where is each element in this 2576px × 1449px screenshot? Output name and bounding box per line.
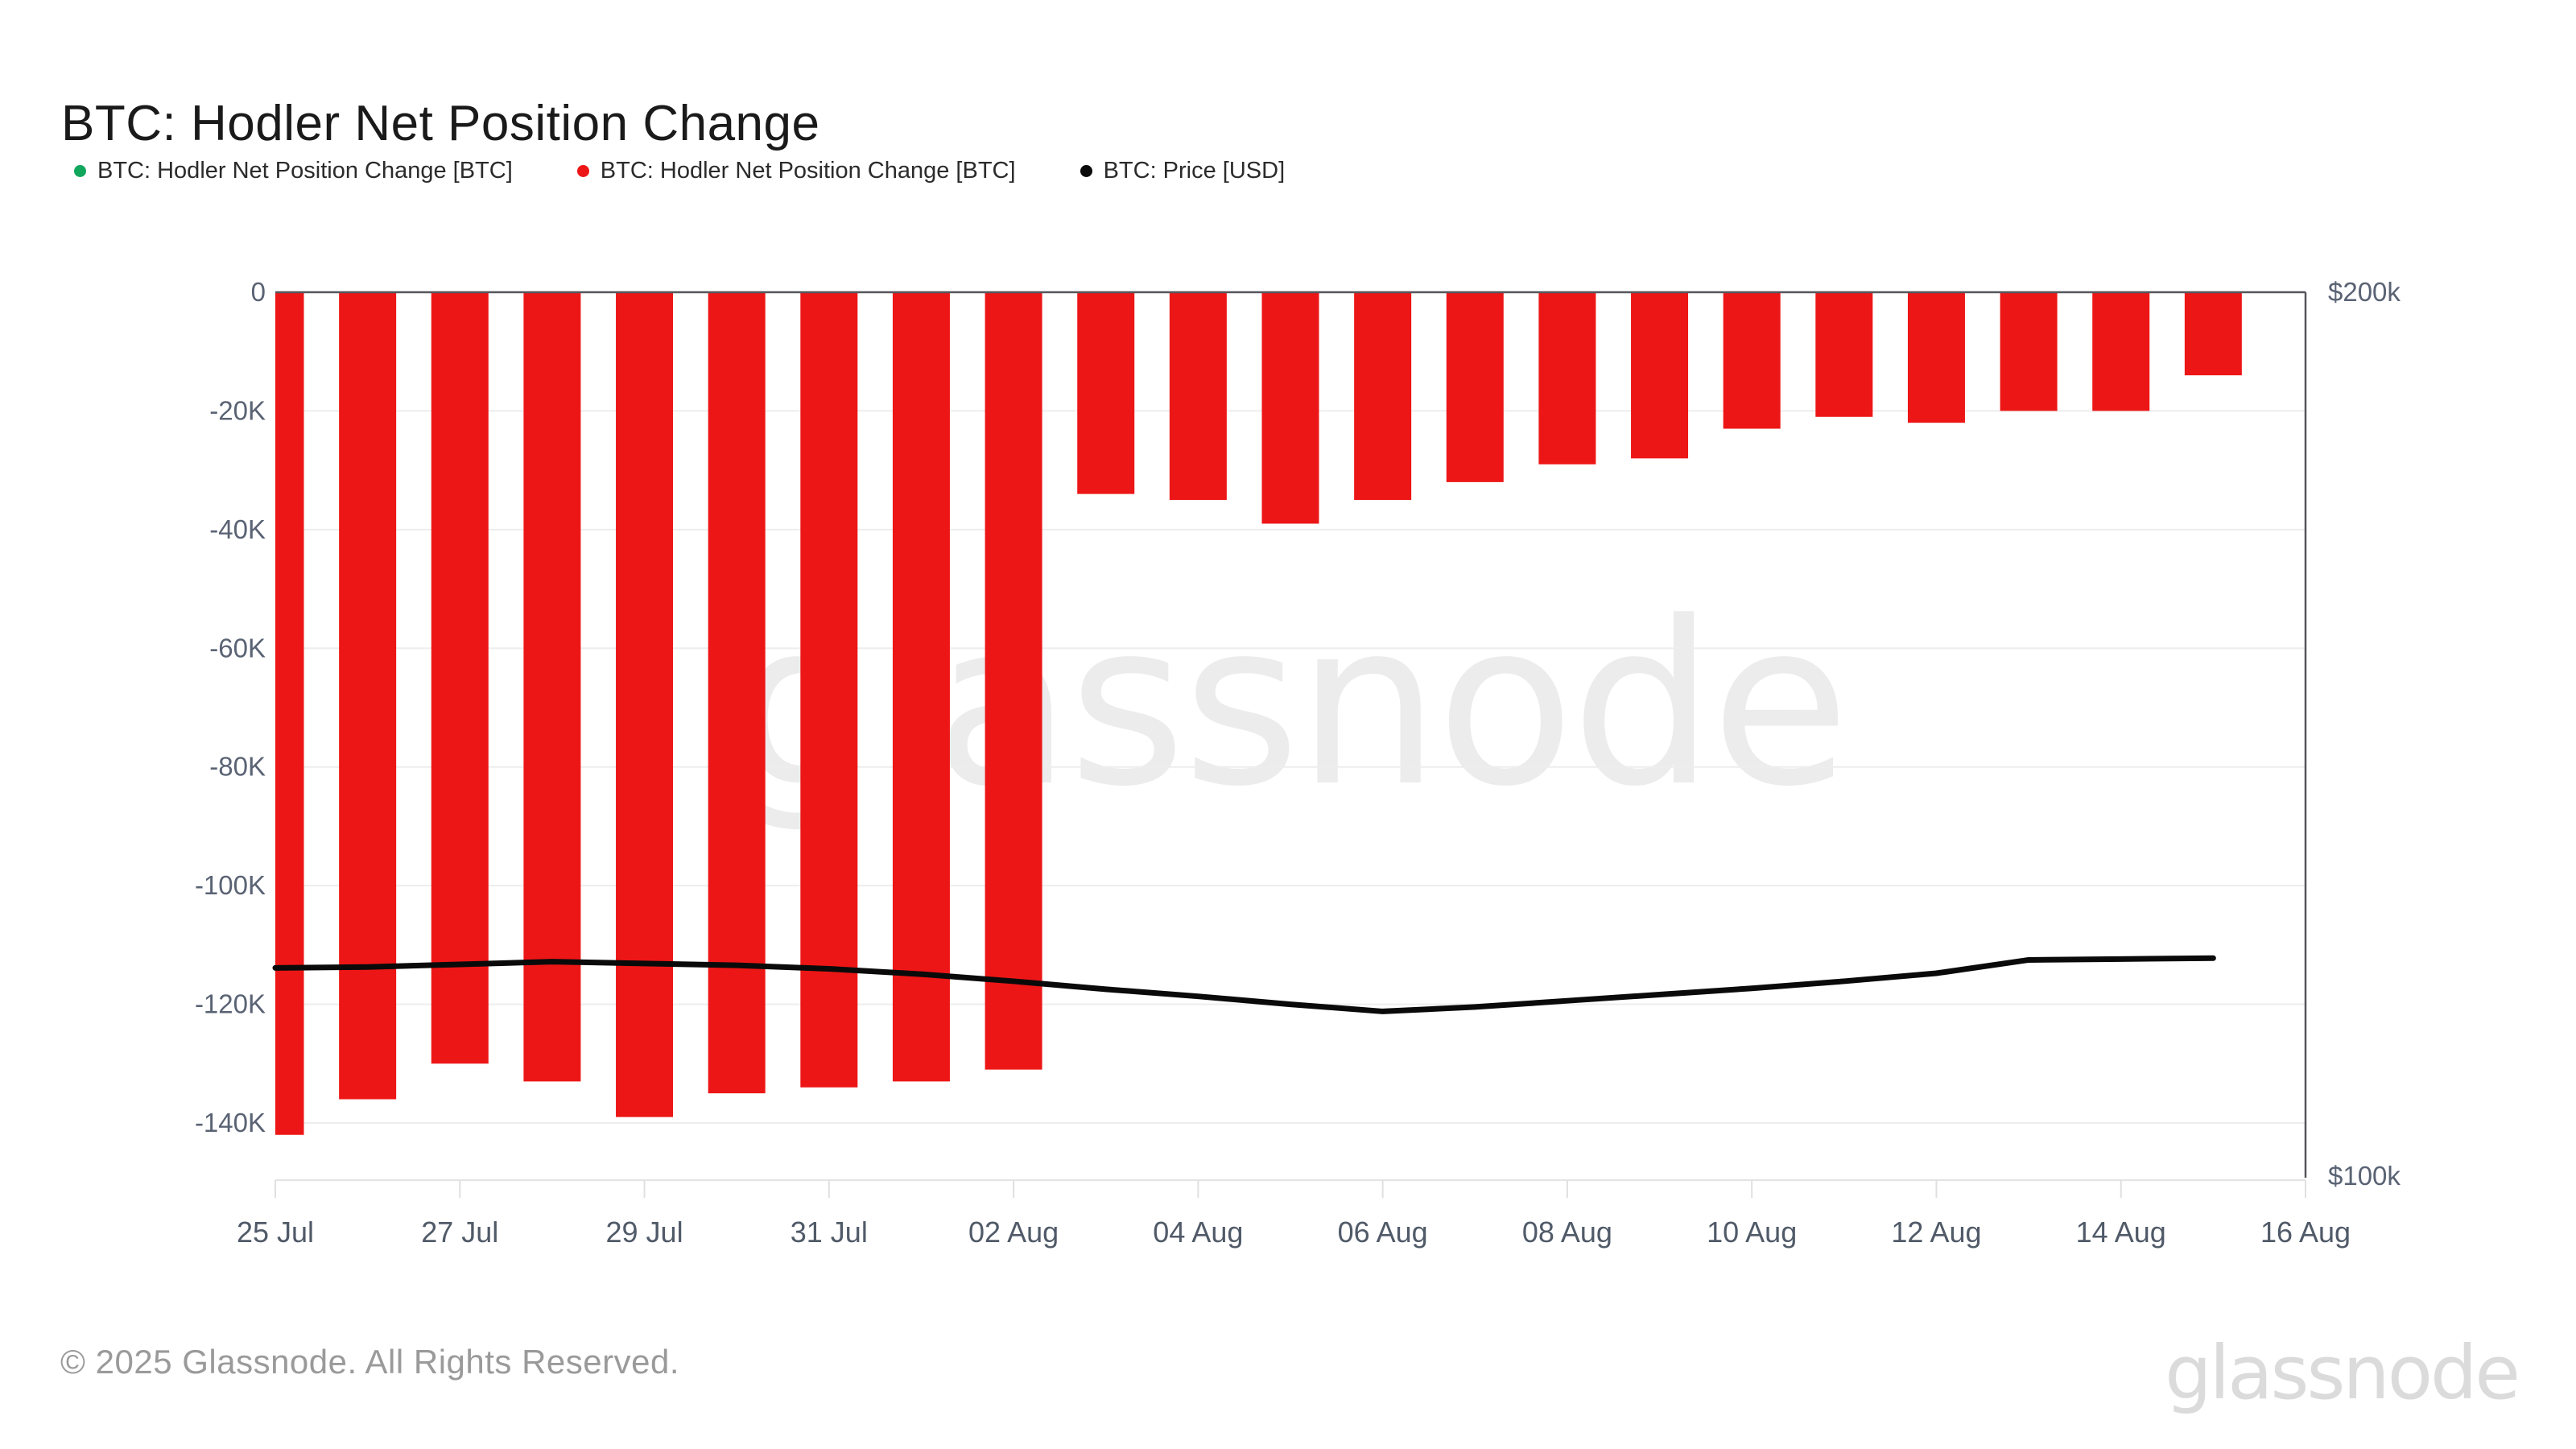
x-axis-tick-label: 06 Aug xyxy=(1338,1216,1428,1249)
left-axis-tick-label: -40K xyxy=(209,514,266,544)
left-axis-tick-label: -20K xyxy=(209,395,266,425)
x-axis-tick-label: 02 Aug xyxy=(968,1216,1059,1249)
bar-07-aug[interactable] xyxy=(1446,292,1504,482)
x-axis-tick-label: 10 Aug xyxy=(1707,1216,1797,1249)
bar-08-aug[interactable] xyxy=(1538,292,1596,464)
bar-27-jul[interactable] xyxy=(431,292,489,1064)
bar-12-aug[interactable] xyxy=(1907,292,1965,423)
legend: BTC: Hodler Net Position Change [BTC] BT… xyxy=(74,158,1285,184)
bar-13-aug[interactable] xyxy=(2000,292,2058,411)
bar-09-aug[interactable] xyxy=(1631,292,1689,459)
x-axis-tick-label: 25 Jul xyxy=(237,1216,314,1249)
legend-item-hodler-net-position-green[interactable]: BTC: Hodler Net Position Change [BTC] xyxy=(74,158,513,184)
black-dot-icon xyxy=(1080,165,1092,177)
page-title: BTC: Hodler Net Position Change xyxy=(61,96,820,151)
bar-28-jul[interactable] xyxy=(523,292,581,1082)
legend-label: BTC: Price [USD] xyxy=(1103,158,1286,184)
bar-26-jul[interactable] xyxy=(339,292,397,1100)
left-axis-tick-label: -140K xyxy=(195,1108,266,1137)
legend-item-hodler-net-position-red[interactable]: BTC: Hodler Net Position Change [BTC] xyxy=(576,158,1016,184)
x-axis-tick-label: 29 Jul xyxy=(606,1216,683,1249)
x-axis-tick-label: 27 Jul xyxy=(421,1216,498,1249)
x-axis-tick-label: 31 Jul xyxy=(791,1216,868,1249)
x-axis-tick-label: 08 Aug xyxy=(1522,1216,1612,1249)
right-axis-tick-label: $100k xyxy=(2328,1161,2401,1191)
left-axis-tick-label: -120K xyxy=(195,989,266,1019)
bar-10-aug[interactable] xyxy=(1723,292,1781,429)
x-axis-tick-label: 12 Aug xyxy=(1891,1216,1981,1249)
glassnode-logo: glassnode xyxy=(2165,1330,2520,1416)
bar-05-aug[interactable] xyxy=(1261,292,1319,524)
bar-06-aug[interactable] xyxy=(1354,292,1412,500)
bar-01-aug[interactable] xyxy=(892,292,950,1082)
left-axis-tick-label: -80K xyxy=(209,752,266,782)
bar-31-jul[interactable] xyxy=(800,292,858,1088)
bar-25-jul[interactable] xyxy=(247,292,304,1135)
left-axis-tick-label: -100K xyxy=(195,870,266,900)
legend-label: BTC: Hodler Net Position Change [BTC] xyxy=(600,158,1016,184)
bar-03-aug[interactable] xyxy=(1077,292,1135,494)
legend-item-btc-price[interactable]: BTC: Price [USD] xyxy=(1080,158,1286,184)
bar-29-jul[interactable] xyxy=(616,292,674,1117)
red-dot-icon xyxy=(576,165,589,177)
bar-04-aug[interactable] xyxy=(1169,292,1227,500)
green-dot-icon xyxy=(74,165,86,177)
right-axis-tick-label: $200k xyxy=(2328,277,2401,307)
legend-label: BTC: Hodler Net Position Change [BTC] xyxy=(97,158,513,184)
price-line[interactable] xyxy=(272,955,2216,1014)
footer-copyright: © 2025 Glassnode. All Rights Reserved. xyxy=(60,1343,680,1381)
left-axis-tick-label: -60K xyxy=(209,633,266,663)
bar-14-aug[interactable] xyxy=(2092,292,2150,411)
bar-15-aug[interactable] xyxy=(2184,292,2242,376)
bar-30-jul[interactable] xyxy=(708,292,766,1094)
x-axis-tick-label: 14 Aug xyxy=(2076,1216,2166,1249)
x-axis-tick-label: 04 Aug xyxy=(1153,1216,1243,1249)
bar-11-aug[interactable] xyxy=(1815,292,1873,417)
x-axis-tick-label: 16 Aug xyxy=(2260,1216,2351,1249)
left-axis-tick-label: 0 xyxy=(251,277,266,307)
bar-02-aug[interactable] xyxy=(985,292,1042,1070)
